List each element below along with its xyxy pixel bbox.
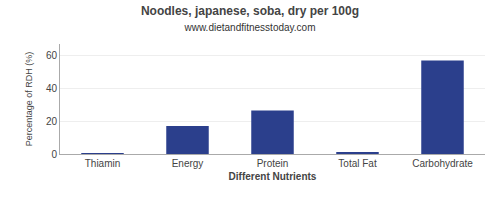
svg-text:Protein: Protein [257,158,289,169]
svg-text:Percentage of RDH (%): Percentage of RDH (%) [24,52,34,147]
svg-text:60: 60 [46,50,58,61]
svg-text:0: 0 [51,149,57,160]
svg-text:Total Fat: Total Fat [338,158,377,169]
svg-text:Carbohydrate: Carbohydrate [412,158,473,169]
svg-text:20: 20 [46,116,58,127]
svg-text:Energy: Energy [172,158,204,169]
svg-text:Thiamin: Thiamin [85,158,121,169]
svg-text:Different Nutrients: Different Nutrients [229,171,317,182]
svg-text:Noodles, japanese, soba, dry p: Noodles, japanese, soba, dry per 100gwww… [141,4,359,33]
svg-text:40: 40 [46,83,58,94]
